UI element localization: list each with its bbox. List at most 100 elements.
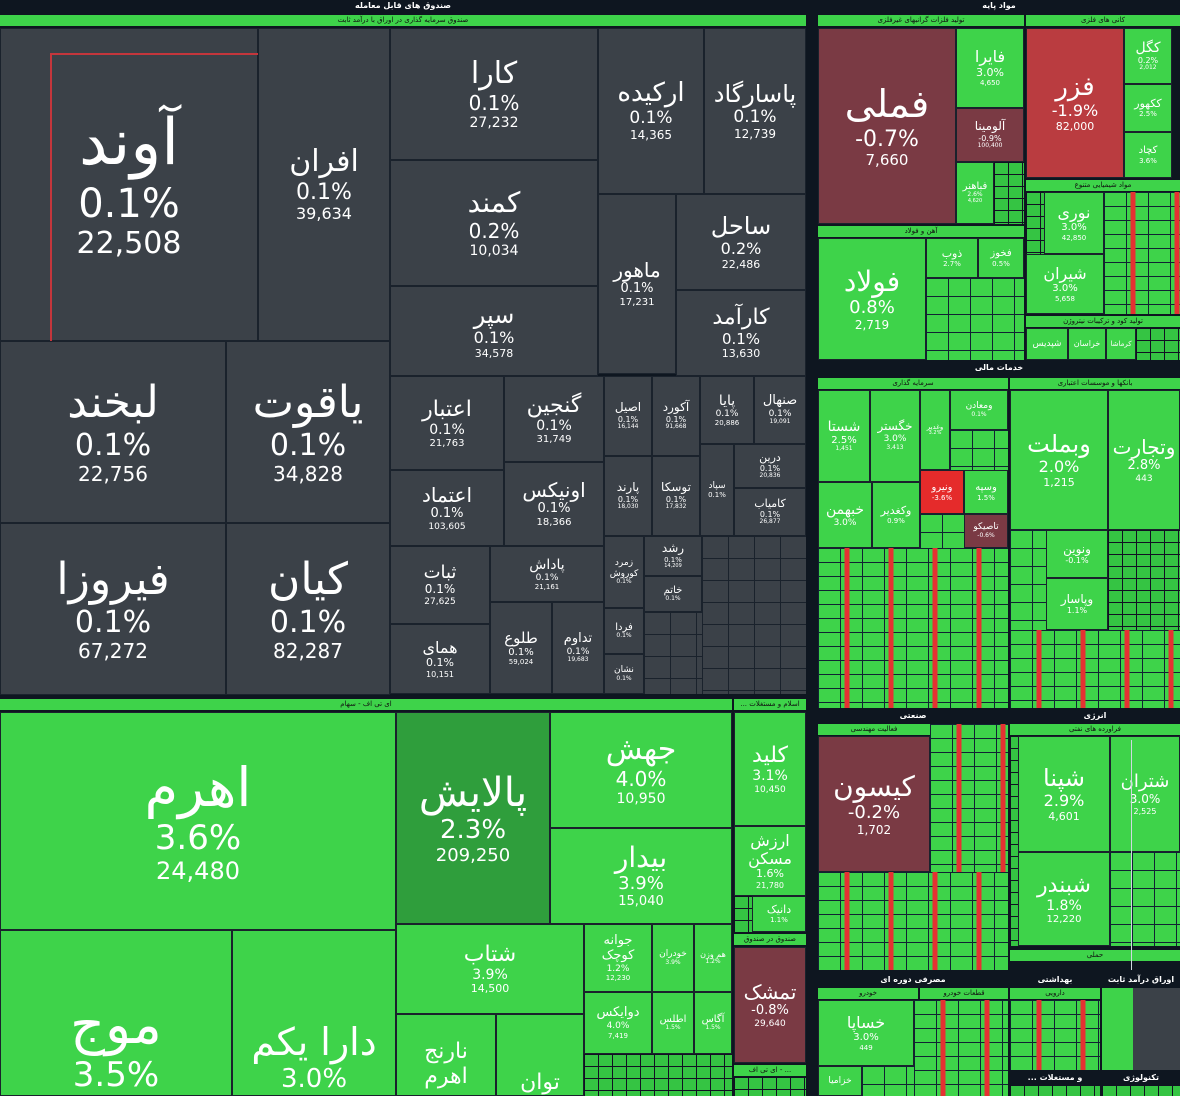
tile-vamaaden[interactable]: ومعادن 0.1% — [950, 390, 1008, 430]
tile-shetran[interactable]: شتران 3.0% 2,525 — [1110, 736, 1180, 852]
tile-farda[interactable]: فردا 0.1% — [604, 608, 644, 654]
tile-karamad[interactable]: کارآمد 0.1% 13,630 — [676, 290, 806, 376]
tile-zob[interactable]: ذوب 2.7% — [926, 238, 978, 278]
tile-tavan[interactable]: توان — [496, 1014, 584, 1096]
tile-shetab[interactable]: شتاب 3.9% 14,500 — [396, 924, 584, 1014]
tile-alumina[interactable]: آلومینا -0.9% 100,400 — [956, 108, 1024, 162]
tile-kelid[interactable]: کلید 3.1% 10,450 — [734, 712, 806, 826]
tile-agas[interactable]: آگاس 1.5% — [694, 992, 732, 1054]
header-shimi: مواد شیمیایی متنوع — [1026, 180, 1180, 191]
tile-kian[interactable]: کیان 0.1% 82,287 — [226, 523, 390, 695]
tile-kara[interactable]: کارا 0.1% 27,232 — [390, 28, 598, 160]
tile-sahel[interactable]: ساحل 0.2% 22,486 — [676, 194, 806, 290]
tile-danik[interactable]: دانیک 1.1% — [752, 896, 806, 932]
tile-palayesh[interactable]: پالایش 2.3% 209,250 — [396, 712, 550, 924]
tile-ganjin[interactable]: گنجین 0.1% 31,749 — [504, 376, 604, 462]
header-graphite: تولید فلزات گرانبهای غیرفلزی — [818, 15, 1024, 26]
tile-sepid[interactable]: سپاد 0.1% — [700, 444, 734, 536]
tile-orkide[interactable]: ارکیده 0.1% 14,365 — [598, 28, 704, 194]
tile-shasta[interactable]: شستا 2.5% 1,451 — [818, 390, 870, 482]
tile-vaghdir[interactable]: وکغدیر 0.9% — [872, 482, 920, 548]
tile-nouri[interactable]: نوری 3.0% 42,850 — [1044, 192, 1104, 254]
tile-padash[interactable]: پاداش 0.1% 21,161 — [490, 546, 604, 602]
tile-vetejarat[interactable]: وتجارت 2.8% 443 — [1108, 390, 1180, 530]
tile-faira[interactable]: فایرا 3.0% 4,650 — [956, 28, 1024, 108]
tile-afran[interactable]: افران 0.1% 39,634 — [258, 28, 390, 341]
header-kani: کانی های فلزی — [1026, 15, 1180, 26]
tile-vaniru[interactable]: ونیرو -3.6% — [920, 470, 964, 514]
tile-khorasan[interactable]: خراسان — [1068, 328, 1106, 360]
chart-highlight-line-v — [50, 53, 52, 410]
tile-narenj[interactable]: نارنج اهرم — [396, 1014, 496, 1096]
cluster-sarmaye-3 — [818, 548, 1008, 708]
tile-homay[interactable]: همای 0.1% 10,151 — [390, 624, 490, 694]
tile-shepdis[interactable]: شپدیس — [1026, 328, 1068, 360]
tile-fahvar[interactable]: فباهنر 2.6% 4,620 — [956, 162, 994, 224]
tile-arzesh[interactable]: ارزش مسکن 1.6% 21,780 — [734, 826, 806, 896]
tile-parand[interactable]: پارند 0.1% 18,030 — [604, 456, 652, 536]
tile-kakhor[interactable]: ککهور 2.5% — [1124, 84, 1172, 132]
tile-dovaix[interactable]: دوایکس 4.0% 7,419 — [584, 992, 652, 1054]
tile-firoza[interactable]: فیروزا 0.1% 67,272 — [0, 523, 226, 695]
small-funds-cluster — [702, 536, 806, 694]
tile-kermasha[interactable]: کرماشا — [1106, 328, 1136, 360]
tile-kheshapa[interactable]: خساپا 3.0% 449 — [818, 1000, 914, 1066]
tile-neshan[interactable]: نشان 0.1% — [604, 654, 644, 694]
tile-kechad[interactable]: کچاد 3.6% — [1124, 132, 1172, 178]
tile-paya[interactable]: پایا 0.1% 20,886 — [700, 376, 754, 444]
tile-tadavom[interactable]: تداوم 0.1% 19,683 — [552, 602, 604, 694]
tile-maher[interactable]: ماهور 0.1% 17,231 — [598, 194, 676, 374]
tile-vsepah[interactable]: وسپه 1.5% — [964, 470, 1008, 514]
tile-etemad[interactable]: اعتماد 0.1% 103,605 — [390, 470, 504, 546]
tile-sanhal[interactable]: صنهال 0.1% 19,091 — [754, 376, 806, 444]
tile-vebmelat[interactable]: وبملت 2.0% 1,215 — [1010, 390, 1108, 530]
tile-asil[interactable]: اصیل 0.1% 16,144 — [604, 376, 652, 456]
tile-vanovin[interactable]: ونوین -0.1% — [1046, 530, 1108, 578]
tile-javane[interactable]: جوانه کوچک 1.2% 12,230 — [584, 924, 652, 992]
tile-fakhooz[interactable]: فخوز 0.5% — [978, 238, 1024, 278]
tile-bidar[interactable]: بیدار 3.9% 15,040 — [550, 828, 732, 924]
tile-hamvazn[interactable]: هم وزن 1.2% — [694, 924, 732, 992]
tile-khegostar[interactable]: خگستر 3.0% 3,413 — [870, 390, 920, 482]
tile-khatam[interactable]: خاتم 0.1% — [644, 576, 702, 612]
tile-tuska[interactable]: توسکا 0.1% 17,832 — [652, 456, 700, 536]
tile-tamashk[interactable]: تمشک -0.8% 29,640 — [734, 947, 806, 1063]
tile-roshd[interactable]: رشد 0.1% 14,209 — [644, 536, 702, 576]
tile-vaghadir[interactable]: وغدیر 3.2% — [920, 390, 950, 470]
header-oragh: اوراق درآمد ثابت — [1107, 975, 1175, 984]
tile-foulad[interactable]: فولاد 0.8% 2,719 — [818, 238, 926, 360]
tile-akord[interactable]: آکورد 0.1% 91,668 — [652, 376, 700, 456]
tile-jahesh[interactable]: جهش 4.0% 10,950 — [550, 712, 732, 828]
tile-pasargad[interactable]: پاسارگاد 0.1% 12,739 — [704, 28, 806, 194]
tile-kamand[interactable]: کمند 0.2% 10,034 — [390, 160, 598, 286]
tile-etebar[interactable]: اعتبار 0.1% 21,763 — [390, 376, 504, 470]
tile-khodran[interactable]: خودران 3.9% — [652, 924, 694, 992]
tile-tolu[interactable]: طلوع 0.1% 59,024 — [490, 602, 552, 694]
tile-shapna[interactable]: شپنا 2.9% 4,601 — [1018, 736, 1110, 852]
tile-tasisko[interactable]: تاصیکو -0.6% — [964, 514, 1008, 548]
tile-kisun[interactable]: کیسون -0.2% 1,702 — [818, 736, 930, 872]
tile-avand[interactable]: آوند 0.1% 22,508 — [0, 28, 258, 341]
tile-vpasar[interactable]: وپاسار 1.1% — [1046, 578, 1108, 630]
tile-khebhemen[interactable]: خبهمن 3.0% — [818, 482, 872, 548]
tile-ahrom[interactable]: اهرم 3.6% 24,480 — [0, 712, 396, 930]
tile-mowj[interactable]: موج 3.5% — [0, 930, 232, 1096]
tile-labkhand[interactable]: لبخند 0.1% 22,756 — [0, 341, 226, 523]
tile-onix[interactable]: اونیکس 0.1% 18,366 — [504, 462, 604, 546]
tile-shebandar[interactable]: شبندر 1.8% 12,220 — [1018, 852, 1110, 946]
tile-fazar[interactable]: فزر -1.9% 82,000 — [1026, 28, 1124, 178]
tile-darayekom[interactable]: دارا یکم 3.0% — [232, 930, 396, 1096]
tile-atlas[interactable]: اطلس 1.5% — [652, 992, 694, 1054]
tile-fameli[interactable]: فملی -0.7% 7,660 — [818, 28, 956, 224]
tile-shiran[interactable]: شیران 3.0% 5,658 — [1026, 254, 1104, 314]
cluster-ahan — [926, 278, 1024, 360]
tile-sabat[interactable]: ثبات 0.1% 27,625 — [390, 546, 490, 624]
tile-yaghut[interactable]: یاقوت 0.1% 34,828 — [226, 341, 390, 523]
tile-zomorod[interactable]: زمرد کوروش 0.1% — [604, 536, 644, 608]
tile-khazamia[interactable]: خزامیا — [818, 1066, 862, 1096]
tile-kamyab[interactable]: کامیاب 0.1% 26,877 — [734, 488, 806, 536]
tile-dorin[interactable]: درین 0.1% 20,836 — [734, 444, 806, 488]
tile-separ[interactable]: سپر 0.1% 34,578 — [390, 286, 598, 376]
tile-kegol[interactable]: کگل 0.2% 2,012 — [1124, 28, 1172, 84]
cluster-bank-3 — [1010, 630, 1180, 708]
